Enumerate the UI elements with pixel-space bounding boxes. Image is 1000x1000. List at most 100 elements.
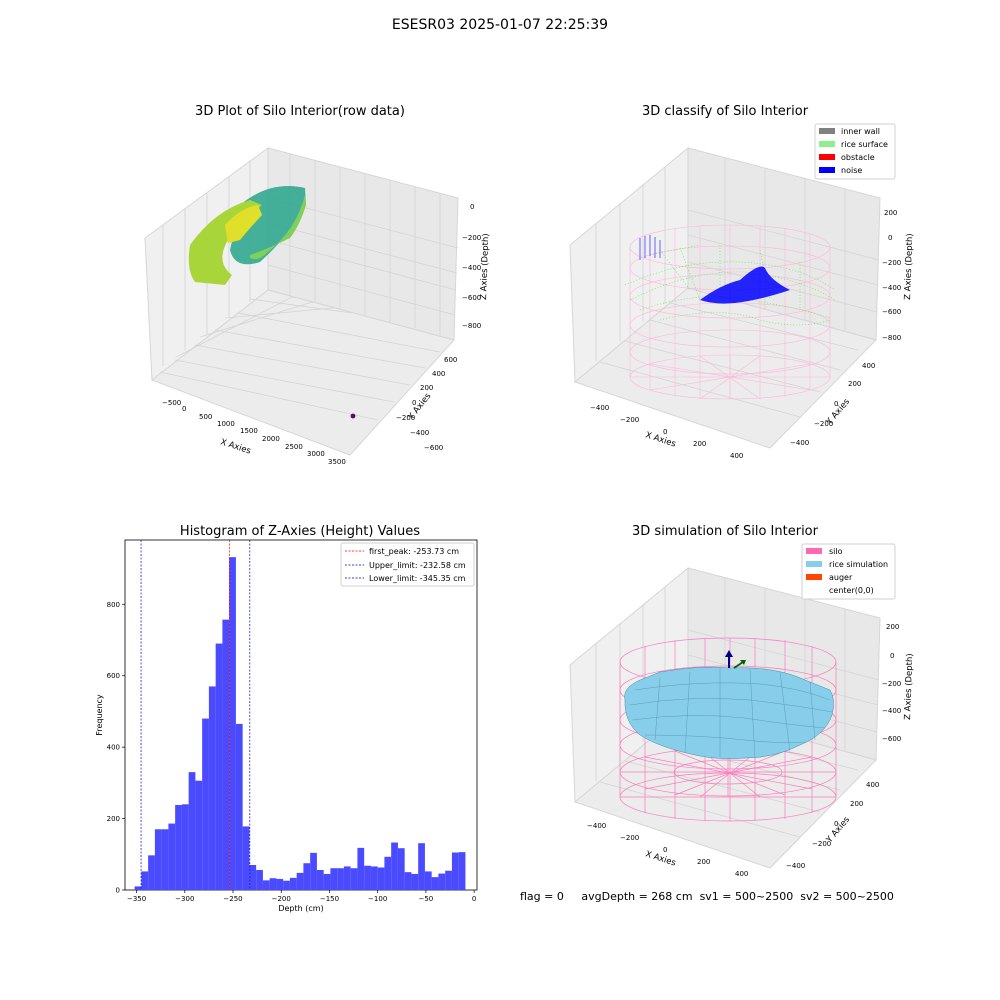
panel2-xtick: −400 [590, 404, 609, 412]
panel1-xtick: 0 [182, 405, 186, 413]
histogram-bar [276, 878, 284, 890]
panel2-ztick: −800 [882, 334, 901, 342]
legend-swatch [819, 141, 835, 147]
sv2-text: sv2 = 500~2500 [800, 890, 894, 903]
histogram-bar [235, 723, 243, 890]
panel2-ztick: −200 [882, 259, 901, 267]
histogram-bar [445, 870, 452, 890]
histogram-bar [154, 829, 162, 890]
panel2-ztick: 200 [884, 209, 897, 217]
panel2-ztick: −600 [882, 308, 901, 316]
histogram-bar [175, 805, 182, 890]
histogram-bar [134, 886, 142, 890]
histogram-bar [384, 856, 392, 890]
histogram-bar [256, 870, 263, 890]
histogram-bar [438, 873, 446, 890]
panel1-ytick: −400 [410, 429, 429, 437]
sv1-text: sv1 = 500~2500 [699, 890, 794, 903]
histogram-bar [303, 863, 311, 890]
panel2-ztick: 0 [888, 234, 892, 242]
panel2-ztick: −400 [882, 284, 901, 292]
panel2-xtick: 200 [693, 440, 706, 448]
histogram-xtick-label: −100 [368, 895, 387, 903]
panel2-xtick: −200 [620, 416, 639, 424]
histogram-xtick-label: −200 [272, 895, 291, 903]
legend-swatch [806, 561, 822, 567]
panel4-ztick: 0 [890, 652, 894, 660]
histogram-bar [161, 829, 169, 890]
histogram-bar [215, 643, 223, 890]
histogram-bar [451, 852, 459, 890]
panel1-chart: −500 0 500 1000 1500 2000 2500 3000 3500… [144, 147, 490, 466]
legend-label: noise [841, 166, 862, 175]
histogram-chart: −350 −300 −250 −200 −150 −100 −50 0 0 200 400 600 80… [95, 539, 478, 913]
histogram-bar [418, 843, 425, 890]
panel1-zlabel: Z Axies (Depth) [479, 233, 490, 300]
panel4-ztick: −200 [882, 680, 901, 688]
legend-label: center(0,0) [829, 586, 874, 595]
histogram-bar [148, 855, 155, 890]
panel4-xlabel: X Axies [644, 849, 677, 868]
histogram-xtick-label: −300 [175, 895, 194, 903]
histogram-bar [168, 823, 176, 890]
histogram-bar [411, 873, 419, 890]
panel2-noise-points [639, 235, 790, 304]
panel4-xtick: 200 [697, 858, 710, 866]
legend-label: rice simulation [829, 560, 888, 569]
legend-label: rice surface [841, 140, 888, 149]
panel1-outlier-point [350, 413, 356, 419]
panel1-ztick: −400 [462, 264, 481, 272]
histogram-bar [357, 847, 365, 890]
legend-label: obstacle [841, 153, 875, 162]
histogram-bar [323, 873, 331, 890]
panel2-ytick: 200 [848, 380, 861, 388]
panel2-xtick: 0 [663, 428, 667, 436]
histogram-ticks: −350 −300 −250 −200 −150 −100 −50 0 0 200 400 600 80… [107, 601, 477, 903]
histogram-bar [424, 871, 432, 890]
histogram-bar [141, 871, 149, 890]
panel1-ytick: 600 [444, 356, 457, 364]
histogram-bars [134, 557, 466, 890]
legend-swatch [819, 128, 835, 134]
panel1-ytick: −600 [424, 444, 443, 452]
legend-swatch [806, 548, 822, 554]
panel4-center-marker [725, 650, 746, 669]
histogram-bar [337, 868, 344, 890]
panel2-xlabel: X Axies [644, 430, 677, 449]
histogram-ylabel: Frequency [95, 694, 104, 736]
histogram-bar [181, 804, 189, 890]
legend-label: silo [829, 547, 843, 556]
histogram-bar [195, 780, 203, 890]
panel3-title: Histogram of Z-Axies (Height) Values [179, 524, 421, 539]
panel2-title: 3D classify of Silo Interior [641, 104, 809, 119]
histogram-bar [283, 880, 290, 890]
histogram-bar [249, 865, 257, 890]
panel4-xtick: 0 [663, 846, 667, 854]
histogram-bar [391, 842, 398, 890]
histogram-bar [310, 852, 317, 890]
panel1-ytick: 0 [412, 399, 416, 407]
histogram-bar [431, 877, 439, 890]
legend-label: Lower_limit: -345.35 cm [369, 574, 466, 583]
panel4-ytick: −200 [812, 840, 831, 848]
legend-swatch [819, 167, 835, 173]
panel2-chart: inner wall rice surface obstacle noise −… [569, 123, 915, 460]
panel2-ytick: −400 [790, 439, 809, 447]
flag-text: flag = 0 [520, 890, 564, 903]
histogram-ytick-label: 600 [107, 672, 120, 680]
panel4-ytick: 200 [850, 800, 863, 808]
panel2-ytick: 400 [862, 362, 875, 370]
histogram-bar [289, 877, 297, 890]
histogram-bar [202, 718, 209, 890]
panel1-ytick: −200 [396, 414, 415, 422]
histogram-bar [350, 868, 358, 890]
histogram-bar [458, 852, 466, 890]
histogram-xlabel: Depth (cm) [278, 904, 323, 913]
panel2-ytick: 0 [834, 400, 838, 408]
panel1-ylabel: Y Axies [406, 391, 434, 423]
panel4-legend: silo rice simulation auger center(0,0) [801, 543, 896, 600]
panel1-cloud-highlight [225, 205, 262, 243]
histogram-xtick-label: 0 [472, 895, 476, 903]
histogram-bar [222, 619, 230, 890]
histogram-bar [330, 868, 338, 890]
